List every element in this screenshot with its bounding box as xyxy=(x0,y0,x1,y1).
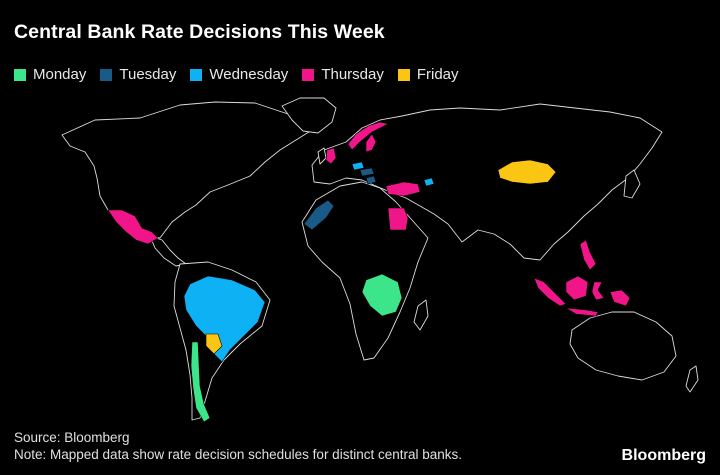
region-morocco xyxy=(303,199,335,231)
legend-item-thursday: Thursday xyxy=(302,66,384,83)
region-brazil xyxy=(183,275,266,363)
legend-item-friday: Friday xyxy=(397,66,459,83)
region-serbia xyxy=(365,175,377,185)
land-japan xyxy=(623,169,641,199)
legend-label-monday: Monday xyxy=(33,66,87,83)
region-egypt xyxy=(387,207,409,231)
legend-label-thursday: Thursday xyxy=(321,66,384,83)
highlighted-countries xyxy=(107,121,631,423)
legend-swatch-tuesday xyxy=(100,68,113,81)
region-turkey xyxy=(385,181,421,197)
land-greenland xyxy=(281,97,337,134)
legend-swatch-thursday xyxy=(302,68,315,81)
source-text: Source: Bloomberg xyxy=(14,430,130,445)
land-north-america xyxy=(61,101,313,241)
land-australia xyxy=(569,311,677,381)
region-indonesia-java xyxy=(565,307,599,317)
legend-item-monday: Monday xyxy=(14,66,86,83)
region-mexico xyxy=(107,209,159,245)
legend: Monday Tuesday Wednesday Thursday Friday xyxy=(14,66,459,83)
chart-title: Central Bank Rate Decisions This Week xyxy=(14,21,385,43)
region-uk xyxy=(325,147,337,165)
legend-swatch-wednesday xyxy=(190,68,203,81)
region-drc xyxy=(361,273,403,317)
region-paraguay xyxy=(205,333,223,355)
region-indonesia-papua xyxy=(609,289,631,307)
region-mongolia xyxy=(497,159,557,185)
footnotes: Source: Bloomberg Note: Mapped data show… xyxy=(14,429,462,463)
world-map xyxy=(61,97,699,423)
region-indonesia-sulawesi xyxy=(591,281,605,301)
legend-label-wednesday: Wednesday xyxy=(209,66,289,83)
region-indonesia-sumatra xyxy=(533,277,567,307)
bloomberg-logo: Bloomberg xyxy=(621,447,706,464)
region-hungary xyxy=(359,167,375,177)
land-masses xyxy=(61,97,699,421)
land-madagascar xyxy=(413,299,429,331)
region-norway xyxy=(347,121,389,151)
region-indonesia-borneo xyxy=(565,275,589,301)
legend-label-tuesday: Tuesday xyxy=(119,66,177,83)
region-philippines xyxy=(579,239,597,271)
land-new-zealand xyxy=(685,365,699,393)
note-text: Note: Mapped data show rate decision sch… xyxy=(14,447,462,462)
region-azerbaijan xyxy=(423,177,435,187)
region-sweden xyxy=(365,133,377,153)
region-chile xyxy=(190,341,211,423)
legend-swatch-monday xyxy=(14,68,26,81)
land-central-america xyxy=(149,235,187,267)
legend-item-tuesday: Tuesday xyxy=(100,66,176,83)
legend-swatch-friday xyxy=(397,68,410,81)
legend-label-friday: Friday xyxy=(416,66,459,83)
region-czechia xyxy=(351,161,365,171)
legend-item-wednesday: Wednesday xyxy=(190,66,288,83)
